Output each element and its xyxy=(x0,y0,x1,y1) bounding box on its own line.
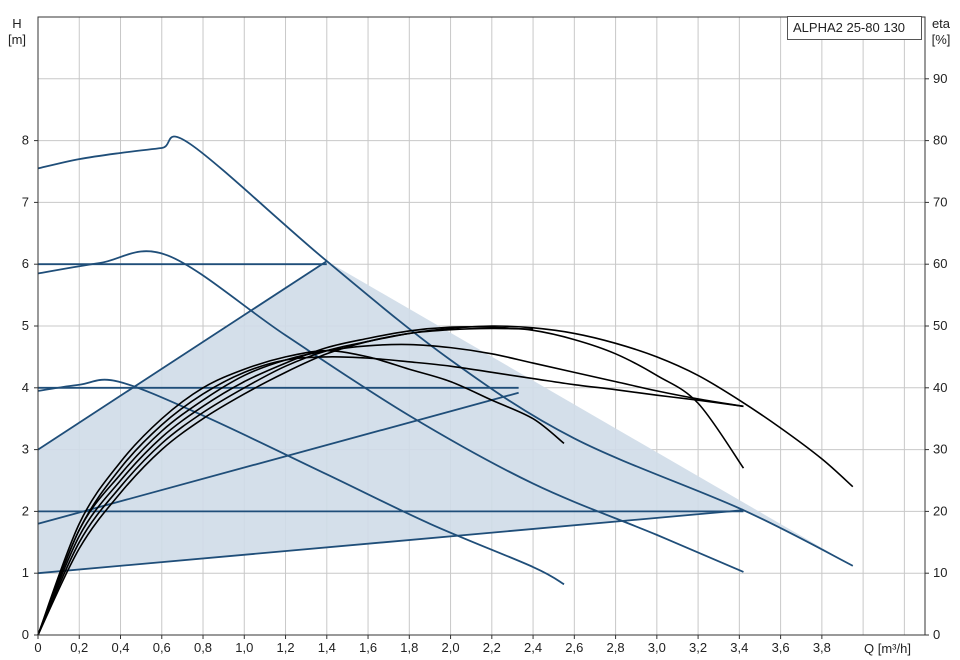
x-axis-label: Q [m³/h] xyxy=(864,641,911,656)
chart-title: ALPHA2 25-80 130 xyxy=(793,20,906,35)
x-tick-label: 2,2 xyxy=(483,640,501,655)
x-tick-label: 1,2 xyxy=(276,640,294,655)
y-right-tick-label: 20 xyxy=(933,503,947,518)
x-tick-label: 1,8 xyxy=(400,640,418,655)
head-curve-1 xyxy=(37,135,854,567)
x-tick-label: 0,8 xyxy=(194,640,212,655)
x-tick-label: 2,4 xyxy=(524,640,542,655)
y-right-tick-label: 90 xyxy=(933,71,947,86)
chart-title-box: ALPHA2 25-80 130 xyxy=(787,16,922,40)
y-left-tick-label: 0 xyxy=(22,627,29,642)
x-tick-label: 0,6 xyxy=(153,640,171,655)
x-tick-label: 1,0 xyxy=(235,640,253,655)
x-tick-label: 1,4 xyxy=(318,640,336,655)
eta-curve-3 xyxy=(37,343,744,636)
head-curve-7 xyxy=(37,260,328,451)
y-right-tick-label: 0 xyxy=(933,627,940,642)
y-left-tick-label: 3 xyxy=(22,442,29,457)
y-right-tick-label: 70 xyxy=(933,194,947,209)
x-tick-label: 2,0 xyxy=(442,640,460,655)
x-tick-label: 1,6 xyxy=(359,640,377,655)
x-tick-label: 3,8 xyxy=(813,640,831,655)
y-left-tick-label: 1 xyxy=(22,565,29,580)
head-curves xyxy=(37,135,854,586)
head-curve-9 xyxy=(37,509,744,575)
efficiency-curves xyxy=(37,325,854,636)
y-left-axis-name: H xyxy=(12,16,21,31)
x-tick-label: 3,6 xyxy=(772,640,790,655)
x-tick-label: 2,6 xyxy=(565,640,583,655)
x-tick-label: 0,2 xyxy=(70,640,88,655)
tick-labels: 0 0,2 0,4 0,6 0,8 1,0 1,2 1,4 1,6 1,8 2,0 2,2 2,4 2,6… xyxy=(22,71,948,655)
y-right-tick-label: 40 xyxy=(933,380,947,395)
eta-curve-5 xyxy=(37,349,565,636)
x-tick-label: 3,0 xyxy=(648,640,666,655)
y-right-tick-label: 80 xyxy=(933,133,947,148)
x-tick-label: 0 xyxy=(34,640,41,655)
head-curve-8 xyxy=(37,391,519,525)
head-curve-3 xyxy=(37,378,565,586)
x-tick-label: 0,4 xyxy=(111,640,129,655)
operating-area-fill xyxy=(38,261,853,574)
head-curve-2 xyxy=(37,250,744,573)
operating-area xyxy=(38,261,853,574)
eta-curve-1 xyxy=(37,325,854,636)
y-left-tick-label: 5 xyxy=(22,318,29,333)
y-left-tick-label: 8 xyxy=(22,133,29,148)
y-right-tick-label: 60 xyxy=(933,256,947,271)
y-left-tick-label: 2 xyxy=(22,503,29,518)
y-left-axis-unit: [m] xyxy=(8,32,26,47)
x-tick-label: 3,2 xyxy=(689,640,707,655)
x-tick-label: 2,8 xyxy=(607,640,625,655)
x-tick-label: 3,4 xyxy=(730,640,748,655)
y-right-tick-label: 10 xyxy=(933,565,947,580)
y-left-tick-label: 7 xyxy=(22,194,29,209)
y-right-tick-label: 50 xyxy=(933,318,947,333)
y-right-axis-name: eta xyxy=(932,16,951,31)
y-left-tick-label: 4 xyxy=(22,380,29,395)
y-right-tick-label: 30 xyxy=(933,442,947,457)
y-right-axis-unit: [%] xyxy=(932,32,951,47)
eta-curve-2 xyxy=(37,326,745,636)
y-left-tick-label: 6 xyxy=(22,256,29,271)
eta-curve-6 xyxy=(37,327,534,636)
